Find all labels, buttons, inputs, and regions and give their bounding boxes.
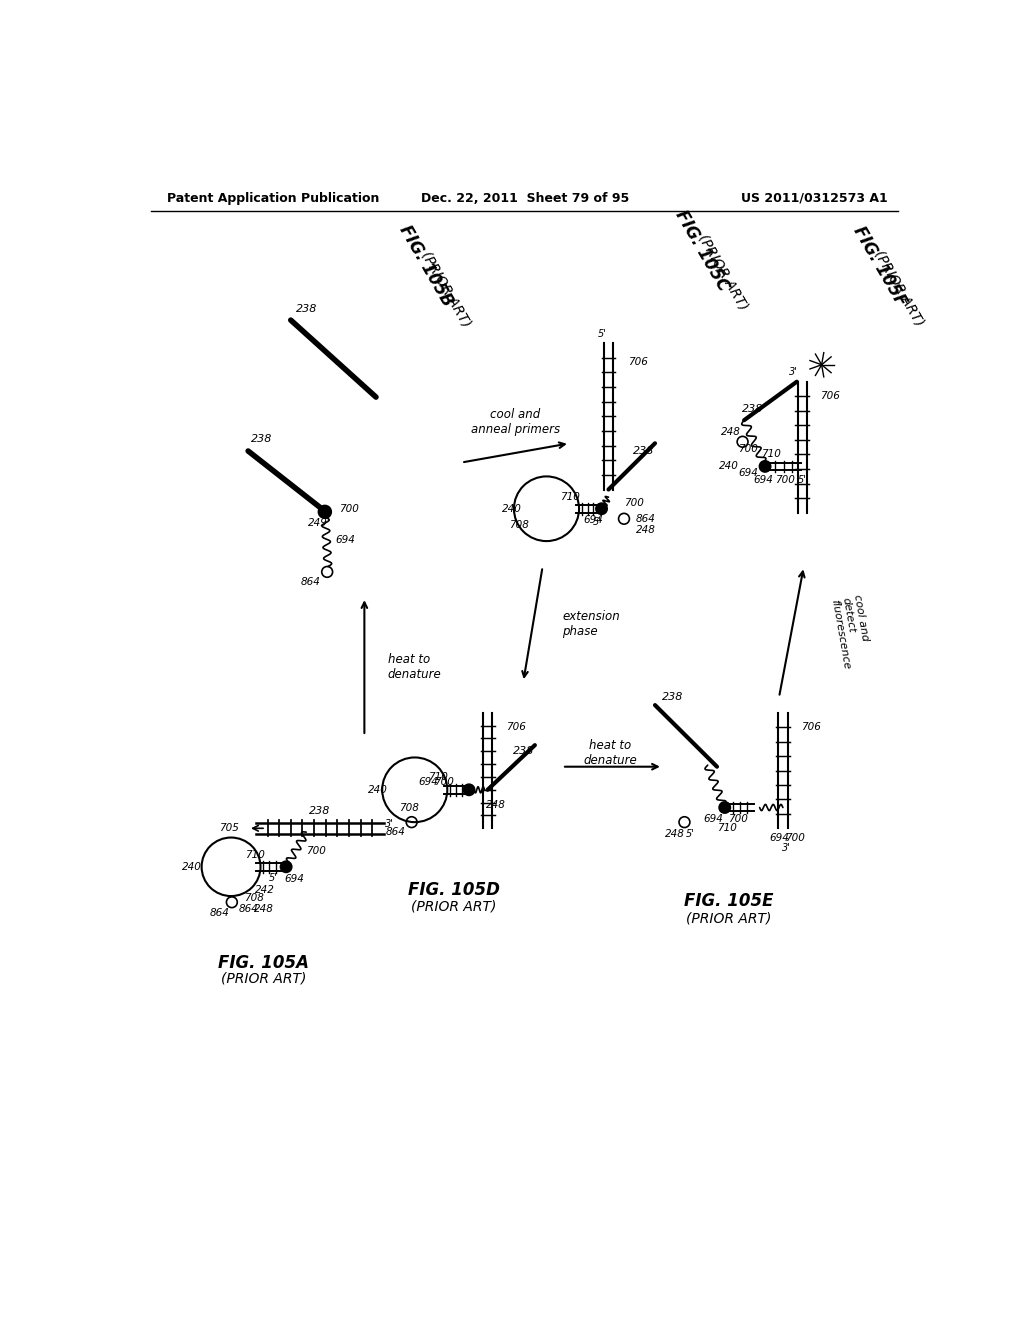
Text: 5': 5' <box>598 329 607 339</box>
Text: 864: 864 <box>210 908 229 917</box>
Text: 864: 864 <box>239 904 258 915</box>
Text: extension
phase: extension phase <box>562 610 620 639</box>
Text: 700: 700 <box>738 445 758 454</box>
Circle shape <box>719 803 730 813</box>
Text: cool and
detect
fluorescence: cool and detect fluorescence <box>829 594 874 669</box>
Text: Dec. 22, 2011  Sheet 79 of 95: Dec. 22, 2011 Sheet 79 of 95 <box>421 191 629 205</box>
Text: 700: 700 <box>624 499 644 508</box>
Text: 708: 708 <box>398 803 419 813</box>
Text: 694: 694 <box>769 833 788 842</box>
Text: (PRIOR ART): (PRIOR ART) <box>221 972 306 986</box>
Text: 700: 700 <box>339 504 358 513</box>
Text: (PRIOR ART): (PRIOR ART) <box>686 911 771 925</box>
Text: 705: 705 <box>219 824 239 833</box>
Text: 694: 694 <box>583 515 603 525</box>
Text: 5': 5' <box>798 475 807 486</box>
Text: 700: 700 <box>784 833 805 842</box>
Text: 248: 248 <box>636 524 655 535</box>
Text: 708: 708 <box>244 892 263 903</box>
Text: 238: 238 <box>513 746 534 756</box>
Text: FIG. 105B: FIG. 105B <box>396 222 457 310</box>
Text: 710: 710 <box>761 449 781 459</box>
Text: 864: 864 <box>300 577 321 587</box>
Text: 700: 700 <box>728 814 748 824</box>
Text: (PRIOR ART): (PRIOR ART) <box>419 249 473 330</box>
Text: 240: 240 <box>502 504 521 513</box>
Text: 248: 248 <box>721 426 741 437</box>
Text: 238: 238 <box>309 807 330 816</box>
Text: (PRIOR ART): (PRIOR ART) <box>695 232 751 313</box>
Text: 694: 694 <box>738 467 758 478</box>
Text: (PRIOR ART): (PRIOR ART) <box>871 247 927 329</box>
Text: US 2011/0312573 A1: US 2011/0312573 A1 <box>740 191 888 205</box>
Text: 700: 700 <box>305 846 326 857</box>
Text: 708: 708 <box>509 520 529 529</box>
Circle shape <box>281 862 292 873</box>
Text: 864: 864 <box>636 513 655 524</box>
Text: 700: 700 <box>434 777 454 787</box>
Text: 248: 248 <box>486 800 506 810</box>
Text: 5': 5' <box>269 874 279 883</box>
Text: 240: 240 <box>368 785 387 795</box>
Text: 238: 238 <box>663 693 683 702</box>
Text: heat to
denature: heat to denature <box>584 739 637 767</box>
Circle shape <box>464 784 474 795</box>
Text: 710: 710 <box>560 492 580 502</box>
Text: FIG. 105A: FIG. 105A <box>218 954 309 972</box>
Text: 240: 240 <box>719 462 738 471</box>
Text: 710: 710 <box>428 772 447 783</box>
Text: 706: 706 <box>820 391 840 400</box>
Circle shape <box>596 503 607 513</box>
Text: 5': 5' <box>593 517 601 527</box>
Text: FIG. 105C: FIG. 105C <box>671 207 732 294</box>
Text: 248: 248 <box>254 904 273 915</box>
Circle shape <box>760 461 770 471</box>
Text: 710: 710 <box>717 824 737 833</box>
Text: heat to
denature: heat to denature <box>388 652 441 681</box>
Text: 238: 238 <box>633 446 654 455</box>
Text: 238: 238 <box>251 434 272 445</box>
Text: 706: 706 <box>506 722 526 731</box>
Text: 240: 240 <box>181 862 202 871</box>
Text: 3': 3' <box>385 818 393 829</box>
Text: 238: 238 <box>742 404 763 413</box>
Text: 694: 694 <box>336 535 355 545</box>
Text: 694: 694 <box>285 874 304 884</box>
Text: 5': 5' <box>686 829 695 840</box>
Text: 249: 249 <box>308 517 328 528</box>
Text: 238: 238 <box>296 304 317 314</box>
Text: 710: 710 <box>245 850 265 861</box>
Text: 700: 700 <box>775 475 796 486</box>
Text: cool and
anneal primers: cool and anneal primers <box>471 408 560 436</box>
Text: 694: 694 <box>703 814 723 824</box>
Text: FIG. 105F: FIG. 105F <box>850 223 910 309</box>
Text: 3': 3' <box>788 367 798 378</box>
Text: (PRIOR ART): (PRIOR ART) <box>411 900 497 913</box>
Text: 706: 706 <box>801 722 820 731</box>
Text: 248: 248 <box>666 829 685 840</box>
Text: FIG. 105E: FIG. 105E <box>684 892 773 911</box>
Text: 694: 694 <box>419 777 438 787</box>
Circle shape <box>318 506 331 517</box>
Text: 3': 3' <box>782 842 792 853</box>
Text: 694: 694 <box>754 475 773 486</box>
Text: 242: 242 <box>254 884 274 895</box>
Text: Patent Application Publication: Patent Application Publication <box>167 191 379 205</box>
Text: 864: 864 <box>385 828 406 837</box>
Text: FIG. 105D: FIG. 105D <box>408 880 500 899</box>
Text: 706: 706 <box>628 358 648 367</box>
